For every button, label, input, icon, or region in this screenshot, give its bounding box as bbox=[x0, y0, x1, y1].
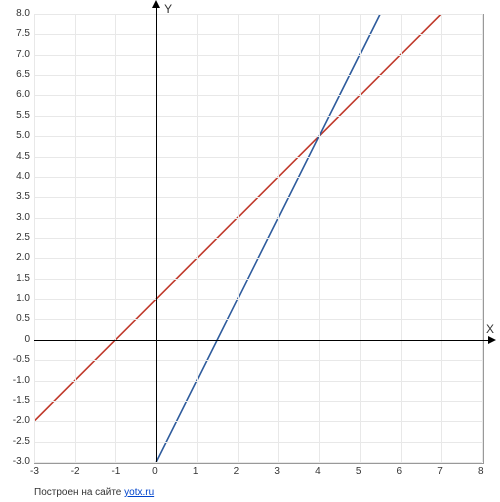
x-axis bbox=[34, 340, 490, 341]
grid-h bbox=[34, 299, 482, 300]
x-tick-label: 6 bbox=[397, 466, 403, 477]
grid-h bbox=[34, 95, 482, 96]
chart-container: Построен на сайте yotx.ru -3 -2 -1 0 1 2 3 4 5 6 7… bbox=[0, 0, 500, 502]
x-axis-label: X bbox=[486, 322, 494, 336]
y-tick-label: 6.5 bbox=[16, 69, 30, 80]
y-tick-label: 5.5 bbox=[16, 110, 30, 121]
y-tick-label: 2.5 bbox=[16, 232, 30, 243]
x-tick-label: -1 bbox=[111, 466, 120, 477]
y-tick-label: -3.0 bbox=[13, 456, 30, 467]
y-tick-label: -2.5 bbox=[13, 436, 30, 447]
grid-h bbox=[34, 55, 482, 56]
y-axis bbox=[156, 6, 157, 462]
grid-h bbox=[34, 34, 482, 35]
x-tick-label: 7 bbox=[437, 466, 443, 477]
grid-h bbox=[34, 319, 482, 320]
grid-h bbox=[34, 116, 482, 117]
grid-h bbox=[34, 14, 482, 15]
y-tick-label: 0.5 bbox=[16, 313, 30, 324]
y-tick-label: -0.5 bbox=[13, 354, 30, 365]
x-tick-label: 1 bbox=[193, 466, 199, 477]
y-tick-label: 8.0 bbox=[16, 8, 30, 19]
x-tick-label: -3 bbox=[30, 466, 39, 477]
y-tick-label: 1.5 bbox=[16, 273, 30, 284]
grid-h bbox=[34, 421, 482, 422]
y-tick-label: 7.0 bbox=[16, 49, 30, 60]
grid-h bbox=[34, 177, 482, 178]
y-tick-label: -2.0 bbox=[13, 415, 30, 426]
y-tick-label: 5.0 bbox=[16, 130, 30, 141]
x-tick-label: 0 bbox=[152, 466, 158, 477]
grid-h bbox=[34, 136, 482, 137]
plot-area bbox=[34, 14, 484, 464]
y-tick-label: 0 bbox=[24, 334, 30, 345]
y-tick-label: 4.0 bbox=[16, 171, 30, 182]
footer-text: Построен на сайте bbox=[34, 487, 124, 498]
grid-h bbox=[34, 157, 482, 158]
y-tick-label: 1.0 bbox=[16, 293, 30, 304]
grid-h bbox=[34, 442, 482, 443]
y-axis-label: Y bbox=[164, 2, 172, 16]
footer-caption: Построен на сайте yotx.ru bbox=[34, 487, 154, 498]
grid-h bbox=[34, 279, 482, 280]
grid-h bbox=[34, 462, 482, 463]
x-tick-label: 4 bbox=[315, 466, 321, 477]
y-axis-arrow-icon bbox=[152, 0, 160, 8]
y-tick-label: 3.5 bbox=[16, 191, 30, 202]
y-tick-label: 6.0 bbox=[16, 89, 30, 100]
x-tick-label: 2 bbox=[234, 466, 240, 477]
y-tick-label: 3.0 bbox=[16, 212, 30, 223]
footer-link[interactable]: yotx.ru bbox=[124, 487, 154, 498]
y-tick-label: 4.5 bbox=[16, 151, 30, 162]
grid-h bbox=[34, 401, 482, 402]
x-tick-label: 8 bbox=[478, 466, 484, 477]
grid-h bbox=[34, 75, 482, 76]
grid-h bbox=[34, 381, 482, 382]
y-tick-label: -1.0 bbox=[13, 375, 30, 386]
grid-v bbox=[482, 14, 483, 462]
x-tick-label: -2 bbox=[71, 466, 80, 477]
x-tick-label: 5 bbox=[356, 466, 362, 477]
x-tick-label: 3 bbox=[274, 466, 280, 477]
grid-h bbox=[34, 360, 482, 361]
grid-h bbox=[34, 258, 482, 259]
grid-h bbox=[34, 218, 482, 219]
x-axis-arrow-icon bbox=[488, 336, 496, 344]
y-tick-label: -1.5 bbox=[13, 395, 30, 406]
grid-h bbox=[34, 197, 482, 198]
grid-h bbox=[34, 238, 482, 239]
y-tick-label: 7.5 bbox=[16, 28, 30, 39]
y-tick-label: 2.0 bbox=[16, 252, 30, 263]
